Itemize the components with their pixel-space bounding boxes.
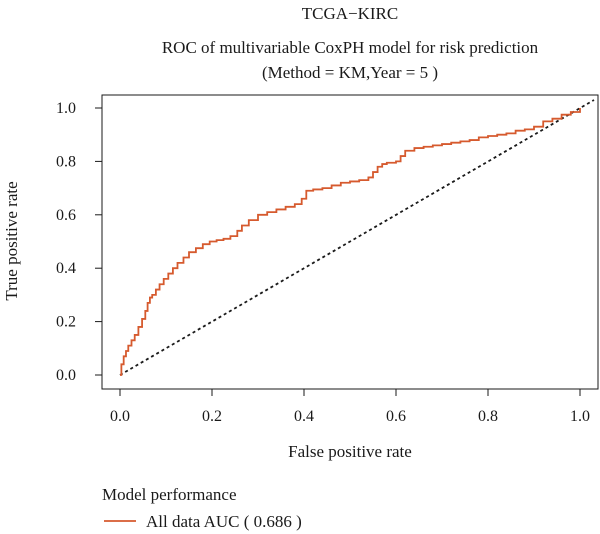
chart-subtitle-line1: ROC of multivariable CoxPH model for ris…: [162, 38, 539, 57]
x-tick-label: 0.4: [294, 408, 314, 425]
x-tick-label: 0.0: [110, 408, 130, 425]
y-tick-label: 0.4: [56, 260, 76, 277]
y-tick-label: 0.6: [56, 207, 76, 224]
reference-diagonal-line: [119, 99, 595, 376]
y-axis: 0.0 0.2 0.4 0.6 0.8 1.0: [56, 100, 102, 384]
x-axis-label: False positive rate: [288, 442, 412, 461]
y-tick-label: 0.2: [56, 314, 76, 331]
x-tick-label: 1.0: [570, 408, 590, 425]
y-tick-label: 0.8: [56, 153, 76, 170]
chart-subtitle-line2: (Method = KM,Year = 5 ): [262, 63, 438, 82]
x-tick-label: 0.2: [202, 408, 222, 425]
y-axis-label: True positive rate: [2, 181, 21, 300]
plot-frame: [101, 94, 599, 390]
legend-entry-all-data: All data AUC ( 0.686 ): [146, 512, 302, 531]
x-tick-label: 0.6: [386, 408, 406, 425]
legend-title: Model performance: [102, 485, 237, 504]
y-tick-label: 0.0: [56, 367, 76, 384]
x-tick-label: 0.8: [478, 408, 498, 425]
x-axis: 0.0 0.2 0.4 0.6 0.8 1.0: [110, 389, 590, 425]
series-line-all-data: [120, 108, 581, 376]
y-tick-label: 1.0: [56, 100, 76, 117]
chart-title: TCGA−KIRC: [302, 4, 398, 23]
